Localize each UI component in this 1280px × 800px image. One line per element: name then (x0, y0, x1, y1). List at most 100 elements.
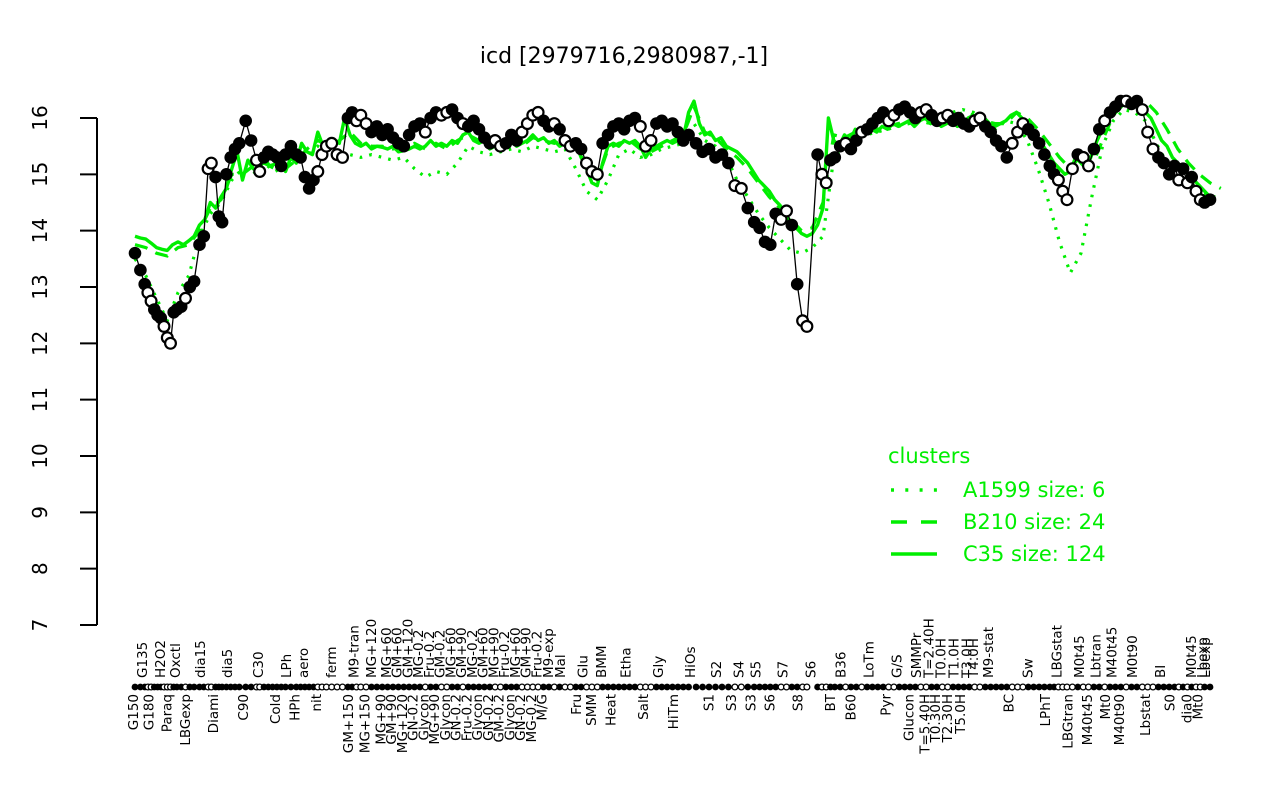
rug-point (604, 683, 612, 691)
x-axis-label: GM-0.2 (492, 694, 508, 742)
x-axis-label: Lbexp (1198, 637, 1214, 678)
data-point-filled (239, 114, 252, 128)
x-axis-label: Gly (651, 656, 667, 678)
rug-point (750, 683, 758, 691)
data-point-filled (1157, 156, 1171, 170)
rug-point (852, 683, 860, 691)
x-axis-label: Pyr (879, 694, 895, 716)
x-axis-label: GM-0.2 (433, 630, 449, 678)
data-point-filled (790, 277, 804, 291)
x-axis-label: Fru-0.2 (422, 631, 438, 678)
rug-point (949, 683, 957, 691)
data-point-open (644, 134, 658, 148)
rug-point (955, 683, 962, 691)
rug-point (389, 683, 397, 691)
x-axis-label: dia5 (220, 649, 236, 678)
x-axis-label: Fru-0.2 (529, 631, 545, 678)
data-point-open (1051, 173, 1065, 187)
x-axis-label: GM+90 (384, 694, 400, 745)
rug-point (235, 683, 243, 691)
data-point-filled (689, 137, 703, 150)
data-point-open (590, 167, 604, 181)
data-point-filled (128, 246, 142, 260)
rug-point (679, 683, 687, 691)
x-axis-label: S1 (701, 694, 717, 711)
x-axis-label: Fru-0.2 (497, 631, 513, 678)
data-point-open (1135, 103, 1149, 117)
x-axis-label: HiOs (683, 646, 699, 678)
x-axis-label: MG+90 (427, 694, 443, 745)
data-point-filled (995, 139, 1008, 153)
rug-point (545, 683, 553, 691)
x-axis-label: GN-0.2 (449, 694, 465, 741)
data-point-filled (828, 151, 842, 164)
y-tick-label: 10 (28, 443, 52, 468)
rug-point (384, 683, 391, 691)
rug-point (626, 683, 633, 691)
rug-point (502, 683, 510, 691)
rug-point (788, 683, 796, 691)
rug-point (378, 683, 386, 691)
x-axis-label: GM+150 (341, 694, 357, 753)
rug-point (869, 683, 876, 691)
x-axis-label: LoTm (862, 641, 878, 678)
x-axis-label: BI (1153, 665, 1169, 678)
rug-point (705, 683, 713, 691)
rug-point (454, 683, 461, 691)
x-axis-label: dia0 (1180, 694, 1196, 723)
data-point-filled (764, 238, 777, 251)
x-axis-label: T1.0H (946, 638, 962, 679)
x-axis-label: T4.0H (966, 638, 982, 679)
x-axis-label: G/S (890, 654, 906, 678)
y-tick-label: 13 (28, 274, 52, 299)
y-tick-label: 14 (28, 218, 52, 243)
rug-point (599, 683, 606, 691)
data-point-open (734, 181, 748, 195)
x-axis-label: MG+90 (374, 694, 390, 745)
data-point-open (253, 165, 267, 179)
rug-point (470, 683, 477, 691)
rug-point (699, 683, 706, 691)
data-point-filled (811, 148, 824, 161)
x-axis-label: BC (1001, 694, 1017, 712)
rug-point (282, 683, 289, 691)
rug-point (1090, 683, 1098, 691)
rug-point (513, 683, 520, 691)
x-axis-label: Diami (206, 694, 222, 733)
x-axis-label: S7 (776, 661, 792, 678)
rug-point (1095, 683, 1103, 691)
x-axis-label: MG+120 (395, 694, 411, 753)
rug-point (620, 683, 628, 691)
rug-point (1030, 683, 1038, 691)
x-axis-label: aero (296, 648, 312, 678)
rug-point (725, 683, 732, 691)
rug-point (981, 683, 989, 691)
x-axis-label: Glucon (901, 694, 917, 741)
rug-point (737, 683, 745, 691)
x-axis-label: S3 (724, 694, 740, 711)
rug-point (756, 683, 763, 691)
rug-point (685, 683, 692, 691)
x-axis-label: GM+90 (454, 627, 470, 678)
rug-point (507, 683, 515, 691)
x-axis-label: Lbexp (1195, 637, 1211, 678)
x-axis-label: Mal (553, 654, 569, 678)
x-axis-label: SMM (584, 694, 600, 726)
rug-point (863, 683, 871, 691)
x-axis-label: C90 (236, 694, 252, 721)
data-point-filled (1032, 137, 1046, 150)
x-axis-label: M40t45 (1080, 694, 1096, 745)
data-point-open (633, 119, 647, 133)
data-point-filled (294, 151, 307, 164)
x-axis-label: HPh (288, 694, 304, 721)
rug-point (669, 683, 676, 691)
chart-title: icd [2979716,2980987,-1] (480, 44, 768, 69)
rug-point (1074, 683, 1082, 691)
data-point-filled (1000, 151, 1014, 164)
x-axis-label: M0t90 (1125, 635, 1141, 678)
x-axis-label: Lbstat (1138, 694, 1154, 736)
x-axis-label: Heat (604, 694, 620, 726)
x-axis-label: LBGexp (178, 694, 194, 746)
rug-point (731, 683, 739, 691)
